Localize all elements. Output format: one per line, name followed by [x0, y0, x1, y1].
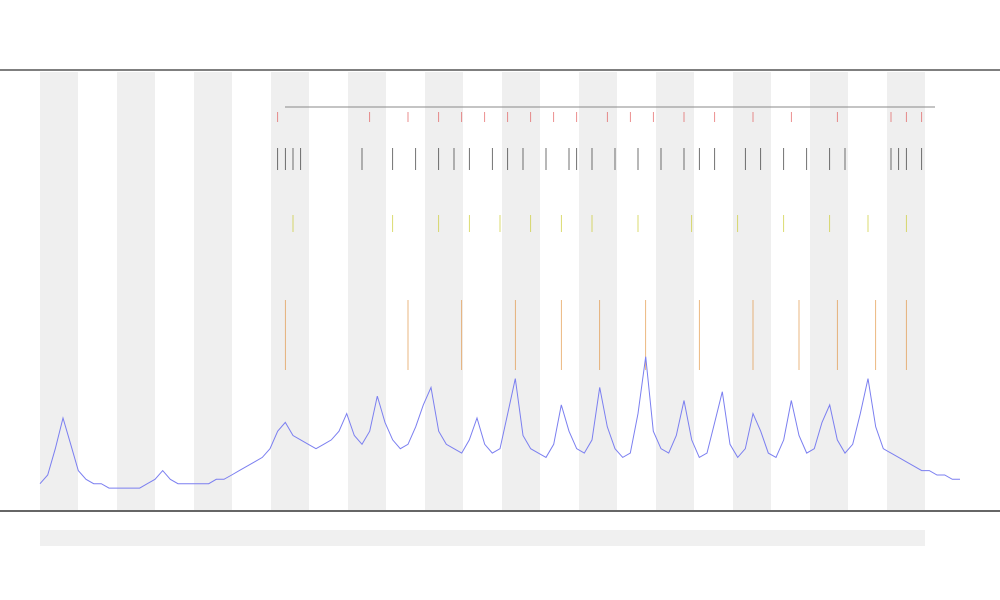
shade-band: [887, 72, 925, 510]
shade-band: [656, 72, 694, 510]
shade-band: [733, 72, 771, 510]
shade-band: [502, 72, 540, 510]
shade-band: [194, 72, 232, 510]
shade-band: [117, 72, 155, 510]
x-label-band: [40, 530, 925, 546]
background-bands: [40, 72, 925, 510]
series-line: [39, 356, 960, 489]
shade-band: [271, 72, 309, 510]
shade-band: [40, 72, 78, 510]
shade-band: [579, 72, 617, 510]
shade-band: [810, 72, 848, 510]
shade-band: [425, 72, 463, 510]
shade-band: [348, 72, 386, 510]
